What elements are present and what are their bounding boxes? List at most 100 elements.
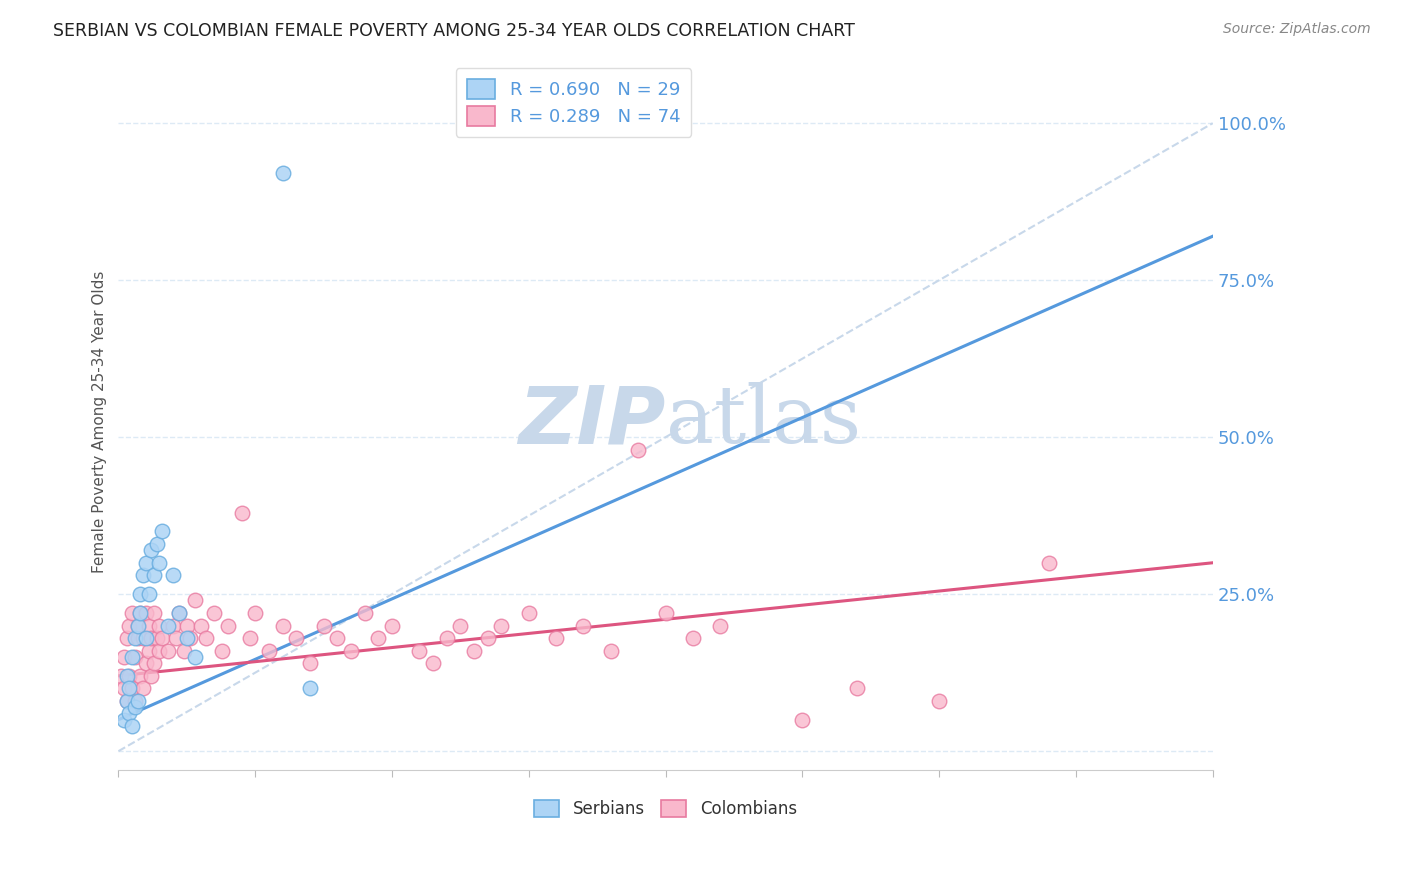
Point [381, 618, 404, 632]
Point [112, 650, 135, 665]
Point [792, 713, 814, 727]
Point [121, 681, 143, 696]
Point [148, 618, 170, 632]
Point [115, 631, 138, 645]
Point [231, 506, 253, 520]
Point [599, 643, 621, 657]
Point [167, 606, 190, 620]
Point [118, 618, 141, 632]
Point [121, 650, 143, 665]
Point [167, 606, 190, 620]
Point [156, 618, 179, 632]
Point [217, 618, 239, 632]
Point [132, 681, 155, 696]
Text: ZIP: ZIP [519, 383, 665, 460]
Point [239, 631, 262, 645]
Point [449, 618, 471, 632]
Point [422, 657, 444, 671]
Point [129, 669, 152, 683]
Point [184, 650, 207, 665]
Point [132, 568, 155, 582]
Point [1038, 556, 1060, 570]
Point [190, 618, 212, 632]
Point [118, 706, 141, 721]
Y-axis label: Female Poverty Among 25-34 Year Olds: Female Poverty Among 25-34 Year Olds [93, 270, 107, 573]
Point [176, 631, 198, 645]
Point [572, 618, 595, 632]
Text: Source: ZipAtlas.com: Source: ZipAtlas.com [1223, 22, 1371, 37]
Point [135, 556, 157, 570]
Point [143, 568, 166, 582]
Point [115, 669, 138, 683]
Point [285, 631, 308, 645]
Point [132, 631, 155, 645]
Point [141, 543, 163, 558]
Point [143, 657, 166, 671]
Point [654, 606, 676, 620]
Point [173, 643, 195, 657]
Point [928, 694, 950, 708]
Point [156, 643, 179, 657]
Point [141, 669, 163, 683]
Point [353, 606, 375, 620]
Point [682, 631, 704, 645]
Point [135, 631, 157, 645]
Point [143, 606, 166, 620]
Point [112, 681, 135, 696]
Point [129, 587, 152, 601]
Point [367, 631, 389, 645]
Point [162, 568, 184, 582]
Point [491, 618, 513, 632]
Point [118, 681, 141, 696]
Point [127, 618, 149, 632]
Point [179, 631, 201, 645]
Point [110, 669, 132, 683]
Point [517, 606, 540, 620]
Point [124, 631, 146, 645]
Point [127, 631, 149, 645]
Point [627, 442, 650, 457]
Point [118, 669, 141, 683]
Point [211, 643, 233, 657]
Point [145, 631, 167, 645]
Point [129, 606, 152, 620]
Point [115, 694, 138, 708]
Point [463, 643, 485, 657]
Text: SERBIAN VS COLOMBIAN FEMALE POVERTY AMONG 25-34 YEAR OLDS CORRELATION CHART: SERBIAN VS COLOMBIAN FEMALE POVERTY AMON… [53, 22, 855, 40]
Point [148, 643, 170, 657]
Point [124, 694, 146, 708]
Point [271, 166, 294, 180]
Point [138, 587, 160, 601]
Point [271, 618, 294, 632]
Point [436, 631, 458, 645]
Point [115, 694, 138, 708]
Point [184, 593, 207, 607]
Point [127, 618, 149, 632]
Point [340, 643, 363, 657]
Point [135, 606, 157, 620]
Point [162, 618, 184, 632]
Point [121, 719, 143, 733]
Point [546, 631, 568, 645]
Point [150, 524, 173, 539]
Point [195, 631, 218, 645]
Point [709, 618, 731, 632]
Point [326, 631, 349, 645]
Point [176, 618, 198, 632]
Point [245, 606, 267, 620]
Point [148, 556, 170, 570]
Point [257, 643, 280, 657]
Point [127, 694, 149, 708]
Point [202, 606, 225, 620]
Point [112, 713, 135, 727]
Point [145, 537, 167, 551]
Point [138, 643, 160, 657]
Point [408, 643, 430, 657]
Point [121, 606, 143, 620]
Point [135, 657, 157, 671]
Point [141, 631, 163, 645]
Legend: Serbians, Colombians: Serbians, Colombians [527, 793, 803, 824]
Point [312, 618, 335, 632]
Point [846, 681, 869, 696]
Point [138, 618, 160, 632]
